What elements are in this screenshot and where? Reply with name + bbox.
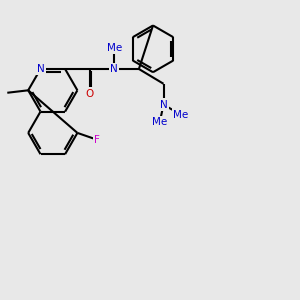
Text: O: O: [85, 88, 94, 99]
Text: F: F: [94, 135, 100, 145]
Text: Me: Me: [152, 117, 167, 127]
Text: Me: Me: [173, 110, 188, 119]
Text: N: N: [110, 64, 118, 74]
Text: N: N: [160, 100, 167, 110]
Text: Me: Me: [107, 43, 122, 53]
Text: N: N: [37, 64, 44, 74]
